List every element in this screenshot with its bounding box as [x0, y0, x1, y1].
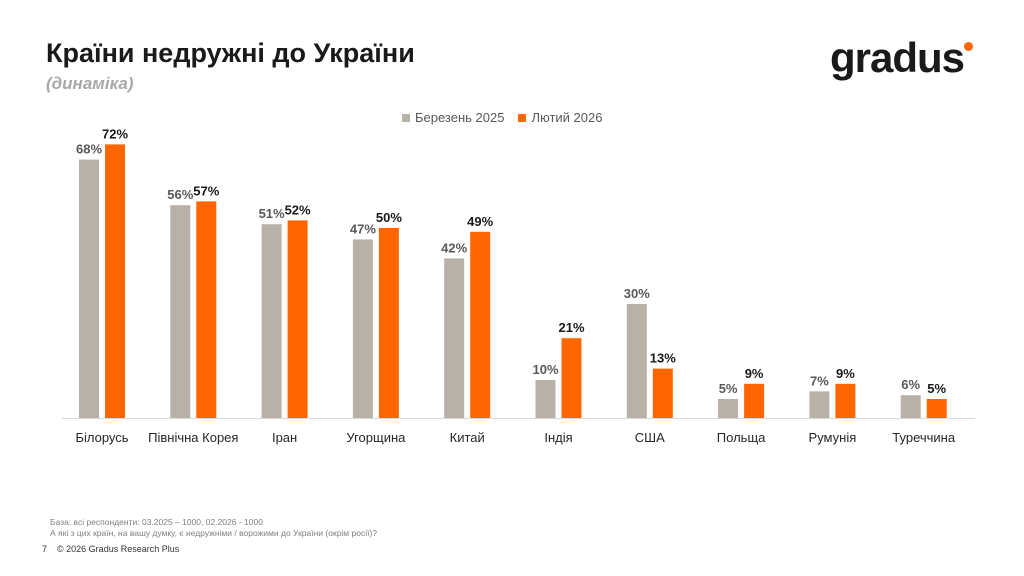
logo-dot-icon: [964, 42, 973, 51]
data-label: 51%: [259, 206, 285, 221]
page-title: Країни недружні до України: [46, 38, 415, 68]
copyright: © 2026 Gradus Research Plus: [57, 544, 180, 554]
bar: [835, 383, 856, 418]
data-label: 42%: [441, 240, 467, 255]
legend-swatch: [518, 114, 527, 122]
bar: [170, 205, 191, 418]
bar: [105, 144, 125, 418]
footnote-base: База: всі респонденти: 03.2025 – 1000, 0…: [50, 517, 263, 527]
data-label: 5%: [719, 381, 738, 396]
data-label: 30%: [624, 286, 650, 301]
category-label: США: [635, 430, 665, 445]
bar: [744, 383, 765, 418]
category-label: Китай: [450, 430, 485, 445]
page-subtitle: (динаміка): [46, 74, 134, 93]
data-label: 57%: [193, 183, 219, 198]
data-label: 5%: [927, 381, 946, 396]
bar: [79, 159, 99, 418]
chart-legend: Березень 2025 Лютий 2026: [402, 110, 602, 125]
bar: [561, 338, 582, 418]
category-label: Туреччина: [892, 430, 956, 445]
bar: [809, 391, 830, 418]
data-label: 50%: [376, 210, 402, 225]
bar: [378, 228, 399, 418]
data-label: 72%: [102, 126, 128, 141]
category-label: Індія: [544, 430, 572, 445]
footnote-question: А які з цих країн, на вашу думку, є недр…: [50, 528, 378, 538]
legend-label: Березень 2025: [415, 110, 505, 125]
page-number: 7: [42, 544, 48, 554]
legend-swatch: [402, 114, 410, 122]
bar: [626, 304, 647, 418]
bar: [444, 258, 465, 418]
bar: [718, 399, 739, 418]
bar: [535, 380, 556, 418]
bar: [287, 220, 308, 418]
bar: [652, 368, 673, 418]
category-label: Білорусь: [75, 430, 128, 445]
legend-item-2025: Березень 2025: [402, 110, 504, 125]
bar: [926, 399, 947, 418]
category-label: Іран: [272, 430, 297, 445]
legend-label: Лютий 2026: [531, 110, 603, 125]
category-label: Угорщина: [346, 430, 406, 445]
bar: [196, 201, 217, 418]
bar: [470, 231, 491, 418]
data-label: 9%: [745, 366, 764, 381]
category-label: Польща: [717, 430, 766, 445]
category-label: Північна Корея: [148, 430, 238, 445]
data-label: 10%: [532, 362, 558, 377]
data-label: 13%: [650, 351, 676, 366]
page-footer: 7 © 2026 Gradus Research Plus: [42, 544, 179, 554]
gradus-logo: gradus: [830, 34, 965, 81]
legend-item-2026: Лютий 2026: [518, 110, 602, 125]
bar: [900, 395, 921, 418]
data-label: 9%: [836, 366, 855, 381]
data-label: 47%: [350, 221, 376, 236]
category-label: Румунія: [809, 430, 857, 445]
data-label: 6%: [901, 377, 920, 392]
bar: [352, 239, 373, 418]
data-label: 56%: [167, 187, 193, 202]
data-label: 68%: [76, 142, 102, 157]
data-label: 49%: [467, 214, 493, 229]
data-label: 7%: [810, 373, 829, 388]
data-label: 52%: [285, 202, 311, 217]
data-label: 21%: [558, 320, 584, 335]
bar: [261, 224, 282, 418]
